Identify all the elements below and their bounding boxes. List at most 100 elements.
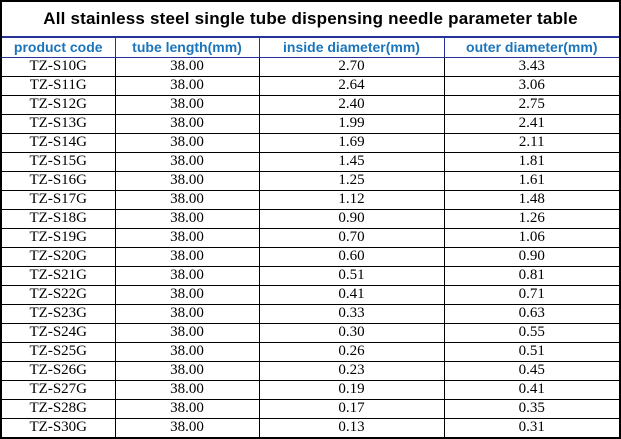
table-cell: 0.51 [258, 265, 445, 286]
table-cell: 38.00 [114, 94, 260, 115]
table-cell: 1.81 [443, 151, 619, 172]
table-cell: 2.11 [443, 132, 619, 153]
table-cell: 38.00 [114, 151, 260, 172]
table-cell: 2.41 [443, 113, 619, 134]
table-cell: 0.90 [443, 246, 619, 267]
table-cell: 1.48 [443, 189, 619, 210]
table-cell: TZ-S25G [2, 341, 116, 362]
table-row: TZ-S17G 38.00 1.12 1.48 [2, 189, 619, 210]
table-cell: 3.43 [443, 56, 619, 77]
table-cell: TZ-S28G [2, 398, 116, 419]
table-cell: 0.30 [258, 322, 445, 343]
table-cell: 38.00 [114, 132, 260, 153]
table-row: TZ-S10G 38.00 2.70 3.43 [2, 56, 619, 77]
table-cell: 1.06 [443, 227, 619, 248]
table-cell: TZ-S20G [2, 246, 116, 267]
table-cell: 0.90 [258, 208, 445, 229]
table-cell: 3.06 [443, 75, 619, 96]
table-cell: 38.00 [114, 284, 260, 305]
table-row: TZ-S18G 38.00 0.90 1.26 [2, 208, 619, 229]
table-body: TZ-S10G 38.00 2.70 3.43 TZ-S11G 38.00 2.64 3.06… [2, 56, 619, 437]
table-cell: 0.55 [443, 322, 619, 343]
table-cell: 38.00 [114, 398, 260, 419]
table-row: TZ-S25G 38.00 0.26 0.51 [2, 341, 619, 362]
table-cell: TZ-S15G [2, 151, 116, 172]
table-row: TZ-S14G 38.00 1.69 2.11 [2, 132, 619, 153]
table-row: TZ-S16G 38.00 1.25 1.61 [2, 170, 619, 191]
header-row: product code tube length(mm) inside diam… [2, 38, 619, 58]
table-cell: TZ-S14G [2, 132, 116, 153]
table-row: TZ-S12G 38.00 2.40 2.75 [2, 94, 619, 115]
table-cell: 38.00 [114, 227, 260, 248]
table-cell: 38.00 [114, 265, 260, 286]
table-cell: 38.00 [114, 75, 260, 96]
table-cell: TZ-S27G [2, 379, 116, 400]
table-cell: TZ-S21G [2, 265, 116, 286]
table-cell: TZ-S22G [2, 284, 116, 305]
table-cell: TZ-S26G [2, 360, 116, 381]
table-row: TZ-S11G 38.00 2.64 3.06 [2, 75, 619, 96]
table-row: TZ-S23G 38.00 0.33 0.63 [2, 303, 619, 324]
table-row: TZ-S27G 38.00 0.19 0.41 [2, 379, 619, 400]
table-row: TZ-S22G 38.00 0.41 0.71 [2, 284, 619, 305]
table-cell: TZ-S24G [2, 322, 116, 343]
table-cell: TZ-S17G [2, 189, 116, 210]
table-cell: TZ-S12G [2, 94, 116, 115]
table-cell: 0.26 [258, 341, 445, 362]
table-cell: 0.13 [258, 417, 445, 437]
table-cell: 2.70 [258, 56, 445, 77]
table-cell: 1.61 [443, 170, 619, 191]
table-cell: 2.75 [443, 94, 619, 115]
table-cell: 1.26 [443, 208, 619, 229]
col-header-product-code: product code [2, 38, 116, 58]
table-cell: 0.45 [443, 360, 619, 381]
table-cell: 0.41 [443, 379, 619, 400]
table-cell: 0.60 [258, 246, 445, 267]
col-header-inside-diameter: inside diameter(mm) [258, 38, 445, 58]
table-cell: 2.64 [258, 75, 445, 96]
table-row: TZ-S13G 38.00 1.99 2.41 [2, 113, 619, 134]
table-cell: TZ-S11G [2, 75, 116, 96]
table-cell: TZ-S30G [2, 417, 116, 437]
table-cell: 1.25 [258, 170, 445, 191]
table-cell: 0.31 [443, 417, 619, 437]
table-cell: 1.45 [258, 151, 445, 172]
table-row: TZ-S24G 38.00 0.30 0.55 [2, 322, 619, 343]
table-cell: 38.00 [114, 417, 260, 437]
table-row: TZ-S21G 38.00 0.51 0.81 [2, 265, 619, 286]
table-cell: 0.71 [443, 284, 619, 305]
table-cell: 0.63 [443, 303, 619, 324]
table-title: All stainless steel single tube dispensi… [2, 2, 619, 38]
table-cell: 38.00 [114, 189, 260, 210]
table-row: TZ-S15G 38.00 1.45 1.81 [2, 151, 619, 172]
col-header-outer-diameter: outer diameter(mm) [443, 38, 619, 58]
table-cell: 0.19 [258, 379, 445, 400]
table-cell: 38.00 [114, 360, 260, 381]
table-cell: 38.00 [114, 341, 260, 362]
table-cell: 38.00 [114, 246, 260, 267]
table-cell: 0.33 [258, 303, 445, 324]
table-cell: 38.00 [114, 113, 260, 134]
parameter-table: product code tube length(mm) inside diam… [2, 38, 619, 437]
table-cell: TZ-S16G [2, 170, 116, 191]
table-cell: TZ-S23G [2, 303, 116, 324]
table-cell: 0.23 [258, 360, 445, 381]
table-cell: 0.17 [258, 398, 445, 419]
table-cell: TZ-S10G [2, 56, 116, 77]
table-cell: 0.81 [443, 265, 619, 286]
table-cell: 38.00 [114, 208, 260, 229]
table-row: TZ-S19G 38.00 0.70 1.06 [2, 227, 619, 248]
table-cell: 38.00 [114, 170, 260, 191]
table-row: TZ-S30G 38.00 0.13 0.31 [2, 417, 619, 437]
table-row: TZ-S28G 38.00 0.17 0.35 [2, 398, 619, 419]
table-cell: 0.70 [258, 227, 445, 248]
col-header-tube-length: tube length(mm) [114, 38, 260, 58]
table-row: TZ-S26G 38.00 0.23 0.45 [2, 360, 619, 381]
table-row: TZ-S20G 38.00 0.60 0.90 [2, 246, 619, 267]
table-cell: 2.40 [258, 94, 445, 115]
table-cell: 1.99 [258, 113, 445, 134]
table-cell: 0.41 [258, 284, 445, 305]
table-cell: 38.00 [114, 379, 260, 400]
table-cell: 0.35 [443, 398, 619, 419]
